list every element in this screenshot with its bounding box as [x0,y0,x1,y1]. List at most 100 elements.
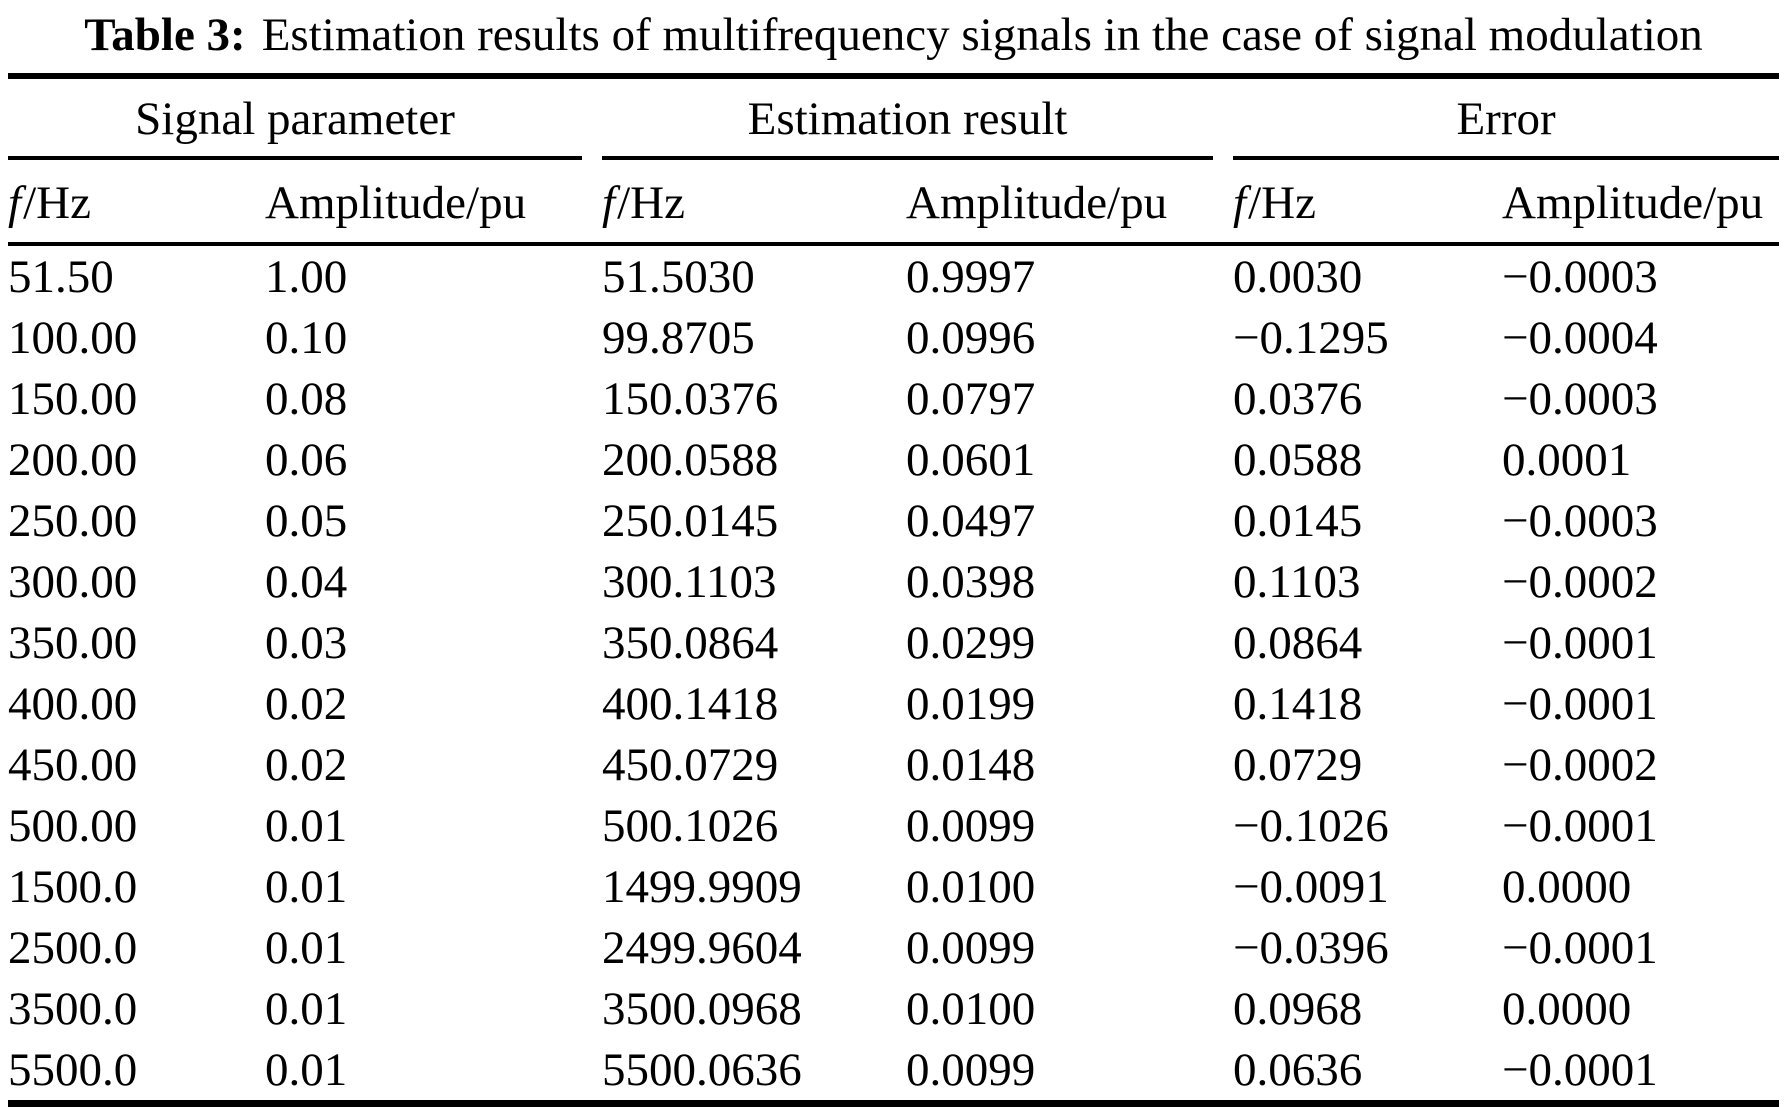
table-cell: 0.0100 [906,860,1036,913]
group-header-estimation: Estimation result [602,76,1233,160]
table-caption-text: Estimation results of multifrequency sig… [261,9,1703,61]
freq-unit: /Hz [23,177,91,229]
table-cell: −0.0003 [1502,372,1658,425]
table-cell: 0.9997 [906,250,1036,303]
table-cell: 1500.0 [8,860,138,913]
table-cell: 5500.0636 [602,1043,802,1096]
table-cell: 3500.0 [8,982,138,1035]
table-cell: 2499.9604 [602,921,802,974]
col-header-freq-signal: f/Hz [8,160,265,246]
table-cell: 0.0996 [906,311,1036,364]
table-cell: 0.0398 [906,555,1036,608]
table-cell: 0.0099 [906,921,1036,974]
table-cell: 0.0099 [906,1043,1036,1096]
table-row: 2500.0 0.01 2499.9604 0.0099 −0.0396 −0.0001 [8,917,1779,978]
freq-unit: /Hz [617,177,685,229]
table-cell: 0.0968 [1233,982,1363,1035]
table-cell: 0.01 [265,1043,348,1096]
table-cell: −0.1295 [1233,311,1389,364]
table-row: 1500.0 0.01 1499.9909 0.0100 −0.0091 0.0000 [8,856,1779,917]
table-cell: −0.0001 [1502,677,1658,730]
freq-unit: /Hz [1248,177,1316,229]
table-row: 400.00 0.02 400.1418 0.0199 0.1418 −0.0001 [8,673,1779,734]
group-header-signal: Signal parameter [8,76,602,160]
table-cell: 0.0099 [906,799,1036,852]
table-cell: 0.02 [265,738,348,791]
table-cell: −0.0091 [1233,860,1389,913]
table-cell: 300.1103 [602,555,777,608]
table-cell: 0.01 [265,982,348,1035]
table-cell: 150.00 [8,372,138,425]
table-cell: 500.00 [8,799,138,852]
table-row: 3500.0 0.01 3500.0968 0.0100 0.0968 0.0000 [8,978,1779,1039]
col-header-amplitude-estimation: Amplitude/pu [906,160,1234,246]
table-cell: 150.0376 [602,372,779,425]
table-caption-label: Table 3: [84,9,246,61]
table-cell: −0.0001 [1502,799,1658,852]
table-cell: 400.1418 [602,677,779,730]
table-cell: 0.02 [265,677,348,730]
group-header-error: Error [1233,76,1780,160]
table-cell: 0.0729 [1233,738,1363,791]
table-cell: 1499.9909 [602,860,802,913]
table-cell: 450.00 [8,738,138,791]
table-cell: 51.5030 [602,250,755,303]
table-cell: 0.0636 [1233,1043,1363,1096]
table-cell: 3500.0968 [602,982,802,1035]
col-header-amplitude-error: Amplitude/pu [1502,160,1780,246]
table-cell: 0.1418 [1233,677,1363,730]
table-cell: −0.0002 [1502,738,1658,791]
table-cell: 350.0864 [602,616,779,669]
table-cell: 0.0030 [1233,250,1363,303]
table-cell: 0.04 [265,555,348,608]
table-cell: −0.0396 [1233,921,1389,974]
table-cell: 0.0588 [1233,433,1363,486]
table-cell: −0.0001 [1502,921,1658,974]
col-header-freq-error: f/Hz [1233,160,1503,246]
table-cell: 0.0001 [1502,433,1632,486]
table-cell: 0.0864 [1233,616,1363,669]
table-cell: −0.0001 [1502,616,1658,669]
table-cell: 0.1103 [1233,555,1361,608]
table-cell: 0.10 [265,311,348,364]
table-cell: 99.8705 [602,311,755,364]
table-cell: 0.0199 [906,677,1036,730]
table-cell: 0.0797 [906,372,1036,425]
table-cell: 5500.0 [8,1043,138,1096]
table-cell: 250.0145 [602,494,779,547]
freq-symbol: f [602,177,616,229]
table-cell: 51.50 [8,250,114,303]
table-cell: 300.00 [8,555,138,608]
table-body: 51.50 1.00 51.5030 0.9997 0.0030 −0.0003 100.0… [8,244,1779,1104]
results-table: Signal parameter Estimation result Error… [8,73,1780,1107]
table-cell: 500.1026 [602,799,779,852]
table-cell: 0.0376 [1233,372,1363,425]
table-row: 51.50 1.00 51.5030 0.9997 0.0030 −0.0003 [8,244,1779,307]
table-cell: 0.05 [265,494,348,547]
table-cell: 0.01 [265,921,348,974]
table-cell: −0.1026 [1233,799,1389,852]
table-cell: 0.01 [265,860,348,913]
col-header-amplitude-signal: Amplitude/pu [265,160,603,246]
col-header-freq-estimation: f/Hz [602,160,907,246]
table-cell: 250.00 [8,494,138,547]
table-cell: 0.06 [265,433,348,486]
table-row: 200.00 0.06 200.0588 0.0601 0.0588 0.0001 [8,429,1779,490]
table-cell: 0.0497 [906,494,1036,547]
group-header-signal-label: Signal parameter [8,92,583,160]
table-caption: Table 3: Estimation results of multifrequ… [0,0,1787,73]
table-cell: 450.0729 [602,738,779,791]
table-row: 500.00 0.01 500.1026 0.0099 −0.1026 −0.0001 [8,795,1779,856]
table-cell: 0.0145 [1233,494,1363,547]
table-cell: −0.0001 [1502,1043,1658,1096]
table-row: 5500.0 0.01 5500.0636 0.0099 0.0636 −0.0001 [8,1039,1779,1104]
group-header-estimation-label: Estimation result [602,92,1214,160]
table-cell: −0.0002 [1502,555,1658,608]
table-cell: 0.0299 [906,616,1036,669]
table-row: 450.00 0.02 450.0729 0.0148 0.0729 −0.0002 [8,734,1779,795]
table-cell: 200.00 [8,433,138,486]
table-cell: 1.00 [265,250,348,303]
group-header-row: Signal parameter Estimation result Error [8,76,1780,160]
table-cell: −0.0004 [1502,311,1658,364]
table-row: 300.00 0.04 300.1103 0.0398 0.1103 −0.0002 [8,551,1779,612]
